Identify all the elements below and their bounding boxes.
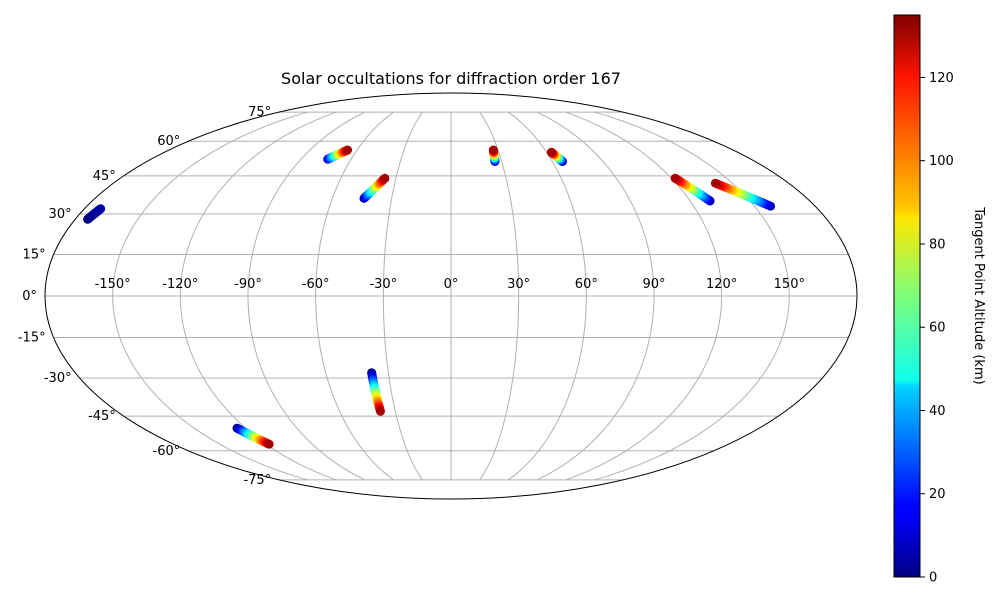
colorbar-ticks: 0 20 40 60 80 100 120 [920,71,954,586]
latitude-tick-labels: -75° -60° -45° -30° -15° 0° 15° 30° 45° 60° 75° [18,105,271,488]
graticule [45,111,857,481]
occultation-track [546,147,567,166]
colorbar-tick-label: 40 [929,404,946,419]
longitude-tick-label: 30° [507,277,530,292]
meridian-line [112,111,308,481]
latitude-tick-label: 60° [157,134,180,149]
latitude-tick-label: -60° [153,444,181,459]
longitude-tick-labels: -150° -120° -90° -60° -30° 0° 30° 60° 90° 120° 150… [95,277,805,292]
longitude-tick-label: -60° [302,277,330,292]
track-point [546,147,556,157]
longitude-tick-label: 0° [444,277,459,292]
latitude-tick-label: 75° [248,105,271,120]
latitude-tick-label: -75° [243,473,271,488]
colorbar-gradient [893,14,921,578]
occultation-track [670,173,715,206]
longitude-tick-label: 90° [642,277,665,292]
occultation-tracks [83,145,776,449]
longitude-tick-label: -90° [234,277,262,292]
colorbar-tick-label: 100 [929,154,954,169]
colorbar-tick-label: 120 [929,71,954,86]
map-boundary [44,92,858,500]
colorbar-tick-label: 80 [929,237,946,252]
track-point [96,204,106,214]
colorbar-tick-label: 20 [929,487,946,502]
meridian-line [247,111,366,481]
meridian-line [315,111,395,481]
longitude-tick-label: -30° [369,277,397,292]
latitude-tick-label: -45° [88,409,116,424]
track-point [670,173,680,183]
latitude-tick-label: 0° [22,289,37,304]
longitude-tick-label: -120° [162,277,198,292]
meridian-line [594,111,790,481]
track-point [488,145,498,155]
occultation-track [83,204,106,224]
occultation-track [488,145,500,166]
colorbar-tick-label: 0 [929,571,937,586]
longitude-tick-label: 150° [774,277,805,292]
longitude-tick-label: 120° [706,277,737,292]
latitude-tick-label: 45° [93,169,116,184]
meridian-line [479,111,520,481]
colorbar: 0 20 40 60 80 100 120 Tangent Point Altitude (… [893,14,986,586]
track-point [264,439,274,449]
colorbar-label: Tangent Point Altitude (km) [971,206,986,384]
track-point [375,406,385,416]
track-point [710,178,720,188]
longitude-tick-label: 60° [575,277,598,292]
colorbar-tick-label: 60 [929,321,946,336]
latitude-tick-label: 30° [49,207,72,222]
latitude-tick-label: -30° [44,371,72,386]
meridian-line [565,111,723,481]
occultation-track [710,178,776,211]
chart-title: Solar occultations for diffraction order… [281,69,621,88]
latitude-tick-label: -15° [18,331,46,346]
latitude-tick-label: 15° [23,247,46,262]
occultation-track [367,368,385,416]
meridian-line [507,111,587,481]
meridian-line [536,111,655,481]
track-point [343,145,353,155]
occultation-track [232,423,274,449]
occultation-track [323,145,353,164]
meridian-line [382,111,423,481]
occultation-track [359,173,390,203]
longitude-tick-label: -150° [95,277,131,292]
track-point [380,173,390,183]
